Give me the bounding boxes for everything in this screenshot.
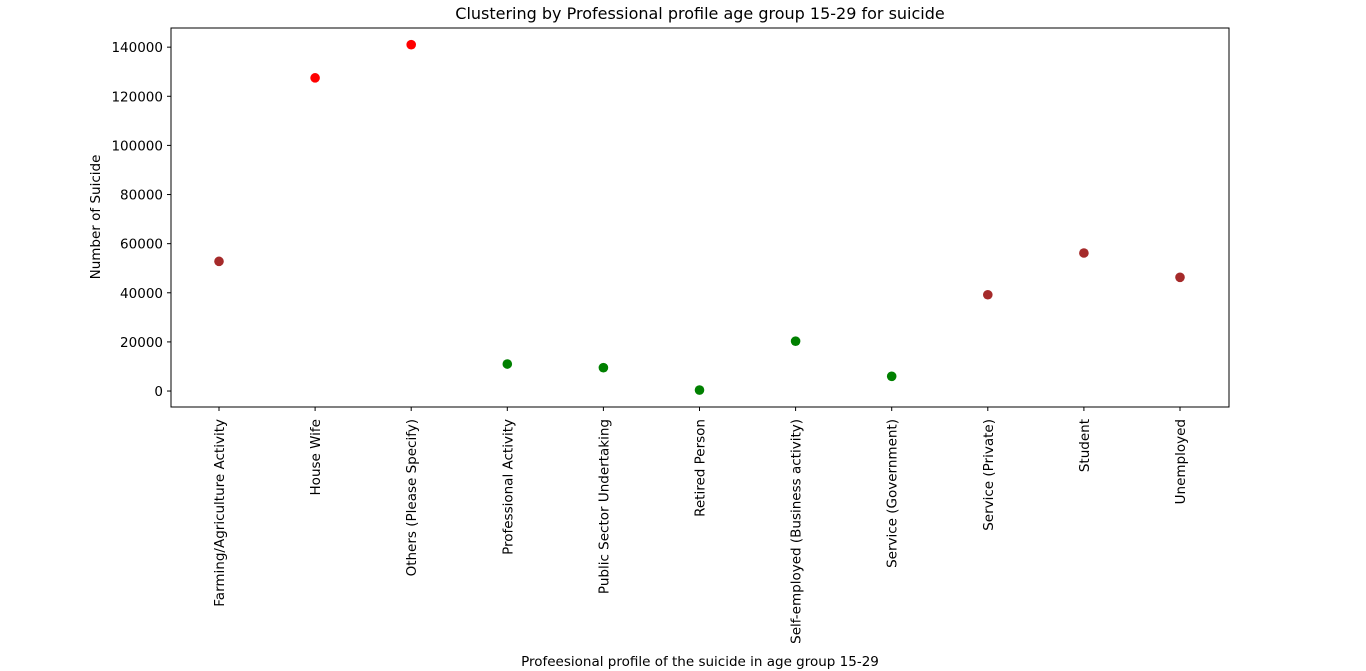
x-tick-label: Service (Private)	[981, 419, 997, 531]
data-point	[598, 362, 609, 373]
x-tick-label: Self-employed (Business activity)	[789, 419, 805, 644]
data-point	[406, 39, 417, 50]
x-tick-label: Service (Government)	[885, 419, 901, 568]
x-tick-label: Public Sector Undertaking	[596, 419, 612, 594]
y-axis-label: Number of Suicide	[88, 155, 104, 280]
y-tick-label: 60000	[120, 237, 163, 253]
y-tick-label: 120000	[111, 89, 163, 105]
data-point	[1175, 272, 1185, 283]
data-point	[694, 385, 705, 395]
x-axis-label: Profeesional profile of the suicide in a…	[521, 654, 879, 670]
y-tick-label: 100000	[111, 138, 163, 154]
chart-title: Clustering by Professional profile age g…	[455, 4, 944, 23]
x-tick-label: Farming/Agriculture Activity	[212, 419, 228, 607]
x-tick-label: House Wife	[308, 419, 324, 495]
y-tick-label: 20000	[120, 335, 163, 351]
x-tick-label: Student	[1077, 419, 1093, 472]
x-tick-label: Others (Please Specify)	[404, 419, 420, 576]
x-tick-label: Unemployed	[1173, 419, 1189, 504]
y-tick-label: 0	[154, 384, 163, 400]
y-tick-label: 40000	[120, 286, 163, 302]
data-point	[886, 371, 897, 382]
x-tick-label: Professional Activity	[500, 419, 516, 555]
x-tick-label: Retired Person	[693, 419, 709, 517]
y-tick-label: 80000	[120, 188, 163, 204]
data-point	[790, 336, 801, 346]
y-tick-label: 140000	[111, 40, 163, 56]
data-point	[310, 73, 320, 83]
data-point	[983, 289, 993, 300]
data-point	[1079, 248, 1089, 258]
plot-area: 0 20000 40000 60000 80000 100000 120000 140000 F…	[111, 27, 1230, 644]
plot-frame	[170, 27, 1230, 408]
data-point	[502, 359, 513, 369]
data-point	[214, 256, 224, 267]
